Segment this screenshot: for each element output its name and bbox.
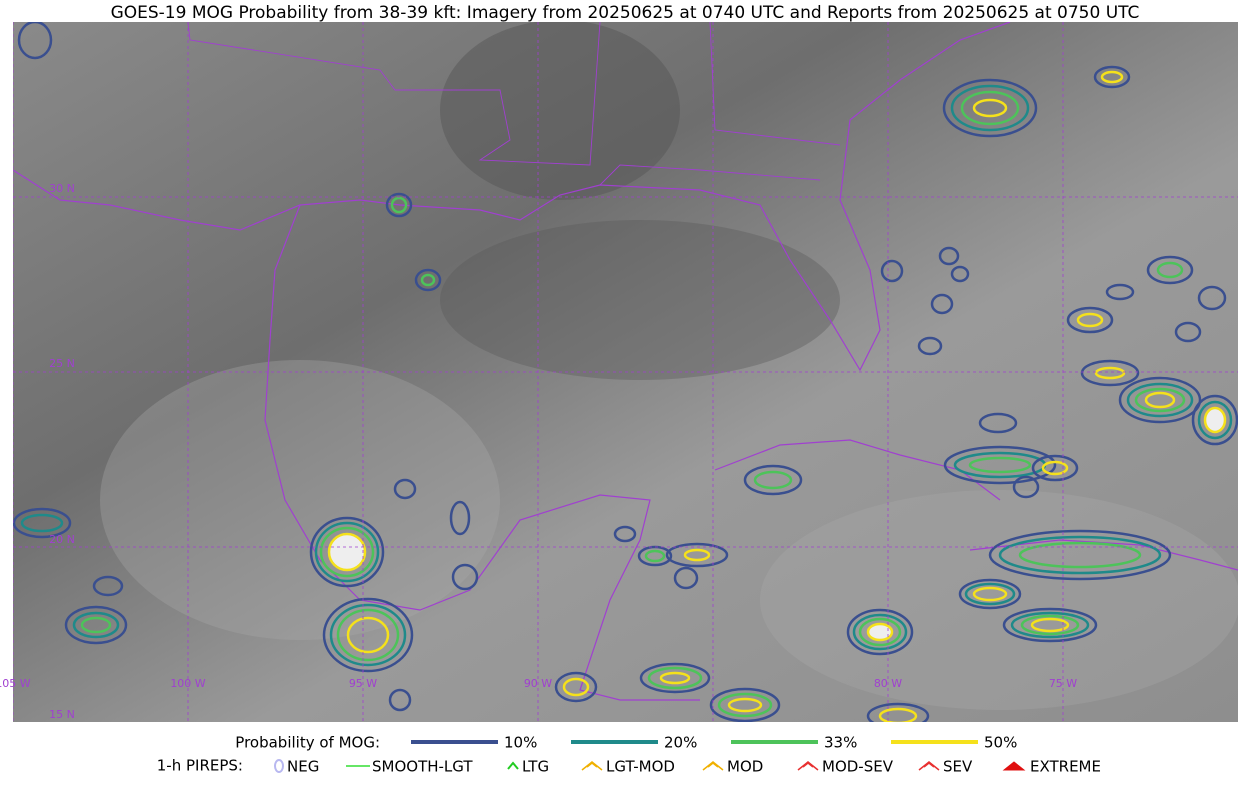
legend: Probability of MOG: 10% 20% 33% 50% 1-h PIREP… (157, 734, 1101, 776)
longitude-label: 95 W (349, 677, 377, 690)
latitude-label: 20 N (49, 533, 75, 546)
probability-legend-label: Probability of MOG: (235, 734, 380, 752)
pirep-label: NEG (287, 758, 319, 776)
latitude-label: 30 N (49, 182, 75, 195)
pirep-icon (702, 761, 724, 771)
legend-label: 10% (504, 734, 537, 752)
latitude-label: 15 N (49, 708, 75, 721)
satellite-imagery (13, 22, 1238, 722)
graticule (13, 22, 1238, 722)
legend-label: 50% (984, 734, 1017, 752)
map-title: GOES-19 MOG Probability from 38-39 kft: … (111, 3, 1140, 23)
pirep-icon (581, 761, 603, 771)
legend-label: 33% (824, 734, 857, 752)
longitude-label: 75 W (1049, 677, 1077, 690)
grid-labels: 30 N 25 N 20 N 15 N 105 W 100 W 95 W 90 W 80 W 75… (0, 182, 1077, 721)
longitude-label: 105 W (0, 677, 31, 690)
pirep-icon (274, 759, 284, 773)
pirep-icon (1002, 761, 1026, 771)
pirep-label: MOD (727, 758, 763, 776)
longitude-label: 80 W (874, 677, 902, 690)
pirep-icon (507, 761, 519, 770)
pirep-label: MOD-SEV (822, 758, 894, 776)
pirep-label: LTG (522, 758, 549, 776)
latitude-label: 25 N (49, 357, 75, 370)
pirep-label: EXTREME (1030, 758, 1101, 776)
pirep-icon (797, 761, 819, 771)
pirep-label: SMOOTH-LGT (372, 758, 473, 776)
pirep-legend-label: 1-h PIREPS: (157, 757, 243, 775)
longitude-label: 100 W (170, 677, 205, 690)
pirep-label: SEV (943, 758, 973, 776)
legend-label: 20% (664, 734, 697, 752)
pirep-label: LGT-MOD (606, 758, 675, 776)
longitude-label: 90 W (524, 677, 552, 690)
pirep-icon (918, 761, 940, 771)
